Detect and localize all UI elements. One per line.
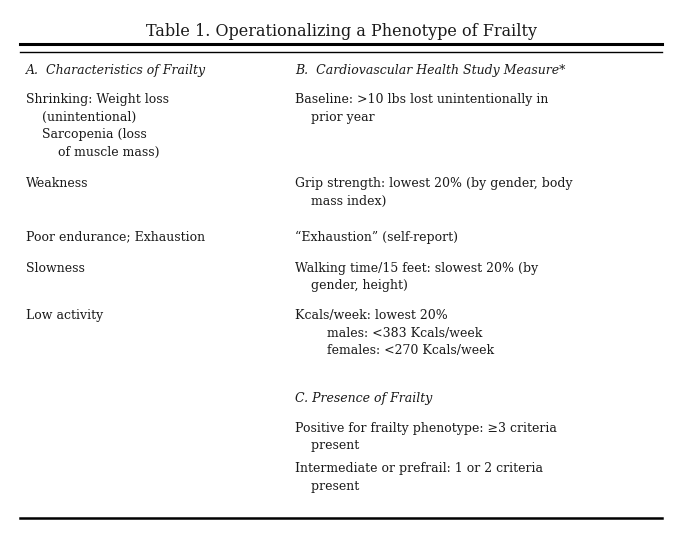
Text: Baseline: >10 lbs lost unintentionally in
    prior year: Baseline: >10 lbs lost unintentionally i… — [295, 93, 549, 123]
Text: Table 1. Operationalizing a Phenotype of Frailty: Table 1. Operationalizing a Phenotype of… — [145, 23, 537, 39]
Text: Slowness: Slowness — [26, 262, 85, 275]
Text: Kcals/week: lowest 20%
        males: <383 Kcals/week
        females: <270 Kcal: Kcals/week: lowest 20% males: <383 Kcals… — [295, 309, 494, 358]
Text: Low activity: Low activity — [26, 309, 103, 322]
Text: A.  Characteristics of Frailty: A. Characteristics of Frailty — [26, 64, 206, 77]
Text: “Exhaustion” (self-report): “Exhaustion” (self-report) — [295, 230, 458, 243]
Text: Weakness: Weakness — [26, 177, 89, 190]
Text: C. Presence of Frailty: C. Presence of Frailty — [295, 392, 432, 405]
Text: Intermediate or prefrail: 1 or 2 criteria
    present: Intermediate or prefrail: 1 or 2 criteri… — [295, 462, 544, 492]
Text: Grip strength: lowest 20% (by gender, body
    mass index): Grip strength: lowest 20% (by gender, bo… — [295, 177, 573, 208]
Text: Poor endurance; Exhaustion: Poor endurance; Exhaustion — [26, 230, 205, 243]
Text: Shrinking: Weight loss
    (unintentional)
    Sarcopenia (loss
        of muscl: Shrinking: Weight loss (unintentional) S… — [26, 93, 169, 159]
Text: Positive for frailty phenotype: ≥3 criteria
    present: Positive for frailty phenotype: ≥3 crite… — [295, 422, 557, 452]
Text: B.  Cardiovascular Health Study Measure*: B. Cardiovascular Health Study Measure* — [295, 64, 565, 77]
Text: Walking time/15 feet: slowest 20% (by
    gender, height): Walking time/15 feet: slowest 20% (by ge… — [295, 262, 539, 292]
